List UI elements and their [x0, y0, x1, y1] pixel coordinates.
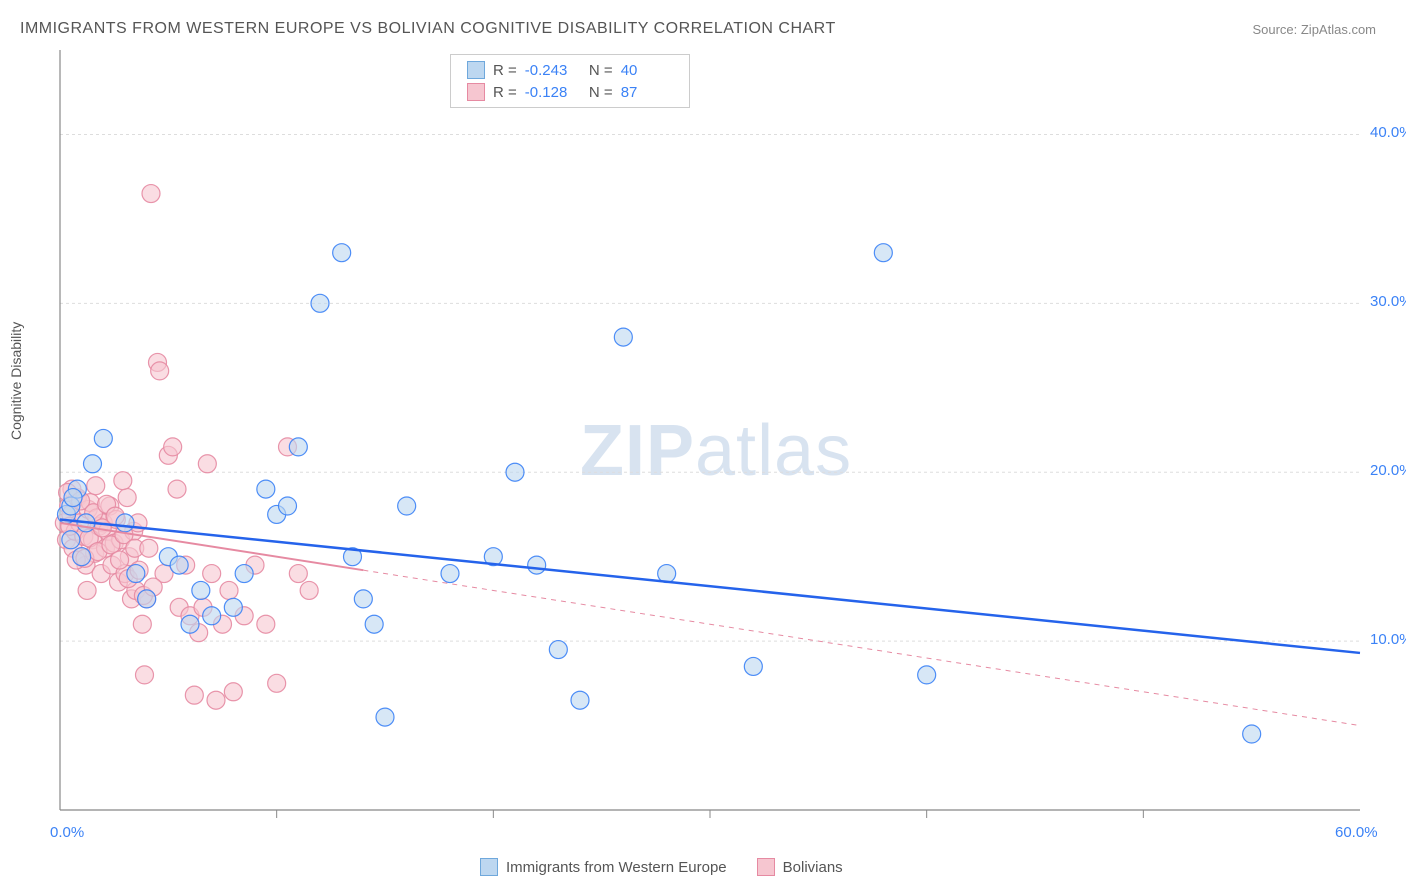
legend-row: R = -0.128 N = 87 — [467, 81, 673, 103]
legend-label: Immigrants from Western Europe — [506, 859, 727, 876]
legend-label: Bolivians — [783, 859, 843, 876]
legend-swatch — [757, 858, 775, 876]
n-value: 40 — [621, 62, 673, 79]
n-value: 87 — [621, 84, 673, 101]
r-label: R = — [493, 62, 517, 79]
chart-title: IMMIGRANTS FROM WESTERN EUROPE VS BOLIVI… — [20, 20, 836, 38]
x-tick-label: 60.0% — [1335, 824, 1378, 841]
legend-swatch — [480, 858, 498, 876]
r-value: -0.128 — [525, 84, 577, 101]
y-tick-label: 40.0% — [1370, 124, 1406, 141]
legend-item: Bolivians — [757, 858, 843, 876]
legend-row: R = -0.243 N = 40 — [467, 59, 673, 81]
x-tick-label: 0.0% — [50, 824, 84, 841]
legend-series: Immigrants from Western Europe Bolivians — [480, 858, 843, 876]
n-label: N = — [585, 62, 613, 79]
legend-item: Immigrants from Western Europe — [480, 858, 727, 876]
legend-swatch — [467, 83, 485, 101]
source-label: Source: ZipAtlas.com — [1252, 22, 1376, 37]
n-label: N = — [585, 84, 613, 101]
y-tick-label: 10.0% — [1370, 631, 1406, 648]
legend-swatch — [467, 61, 485, 79]
legend-correlation: R = -0.243 N = 40 R = -0.128 N = 87 — [450, 54, 690, 108]
y-tick-label: 30.0% — [1370, 293, 1406, 310]
y-axis-label: Cognitive Disability — [8, 322, 24, 440]
y-tick-label: 20.0% — [1370, 462, 1406, 479]
r-label: R = — [493, 84, 517, 101]
r-value: -0.243 — [525, 62, 577, 79]
scatter-chart — [50, 50, 1370, 830]
